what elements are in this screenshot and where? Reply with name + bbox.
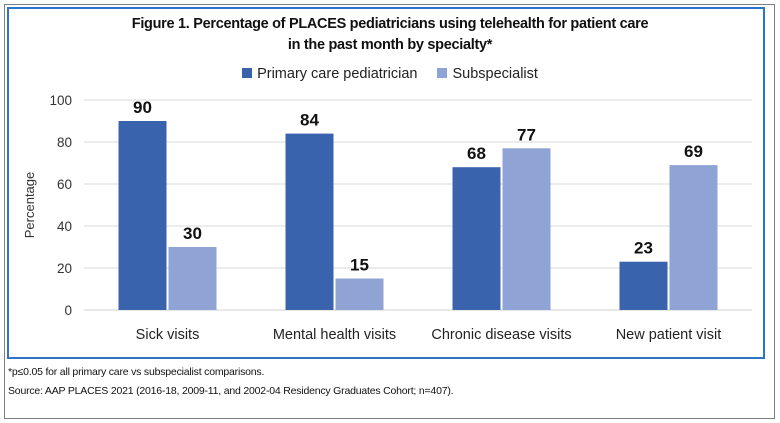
- y-tick-label: 40: [57, 219, 72, 234]
- legend-swatch-subspecialist: [437, 68, 448, 78]
- y-tick-label: 20: [57, 261, 72, 276]
- footnote-source: Source: AAP PLACES 2021 (2016-18, 2009-1…: [8, 385, 454, 397]
- data-label: 15: [350, 256, 369, 275]
- data-label: 84: [300, 111, 319, 130]
- chart-legend: Primary care pediatrician Subspecialist: [0, 66, 780, 82]
- bar: [502, 148, 551, 310]
- data-label: 69: [684, 142, 703, 161]
- bar: [669, 165, 718, 310]
- bar: [118, 121, 167, 310]
- bar: [285, 133, 334, 310]
- y-axis-ticks: 0 20 40 60 80 100: [49, 93, 72, 318]
- y-tick-label: 80: [57, 135, 72, 150]
- data-label: 30: [183, 224, 202, 243]
- x-tick-label: Sick visits: [136, 327, 200, 343]
- figure-outer-border: [4, 4, 775, 419]
- data-label: 90: [133, 98, 152, 117]
- legend-swatch-primary-care: [242, 68, 253, 78]
- bar: [452, 167, 501, 310]
- footnote-significance: *p≤0.05 for all primary care vs subspeci…: [8, 366, 265, 378]
- data-label: 68: [467, 144, 486, 163]
- x-tick-label: New patient visit: [616, 327, 722, 343]
- chart-title-line1: Figure 1. Percentage of PLACES pediatric…: [131, 16, 649, 32]
- legend-item-primary-care: Primary care pediatrician: [242, 66, 417, 82]
- bar: [168, 247, 217, 310]
- legend-label-subspecialist: Subspecialist: [452, 66, 538, 82]
- y-axis-label: Percentage: [22, 172, 37, 239]
- y-tick-label: 100: [49, 93, 72, 108]
- bars: [118, 121, 718, 310]
- data-labels: 90 30 84 15 68 77 23 69: [133, 98, 703, 275]
- x-tick-label: Chronic disease visits: [431, 327, 571, 343]
- chart-title-line2: in the past month by specialty*: [287, 37, 493, 53]
- y-tick-label: 0: [64, 303, 72, 318]
- legend-item-subspecialist: Subspecialist: [437, 66, 538, 82]
- x-tick-label: Mental health visits: [273, 327, 396, 343]
- y-tick-label: 60: [57, 177, 72, 192]
- bar: [335, 278, 384, 310]
- x-axis-ticks: Sick visits Mental health visits Chronic d…: [136, 327, 722, 343]
- data-label: 23: [634, 239, 653, 258]
- bar: [619, 261, 668, 310]
- legend-label-primary-care: Primary care pediatrician: [257, 66, 418, 82]
- data-label: 77: [517, 125, 536, 144]
